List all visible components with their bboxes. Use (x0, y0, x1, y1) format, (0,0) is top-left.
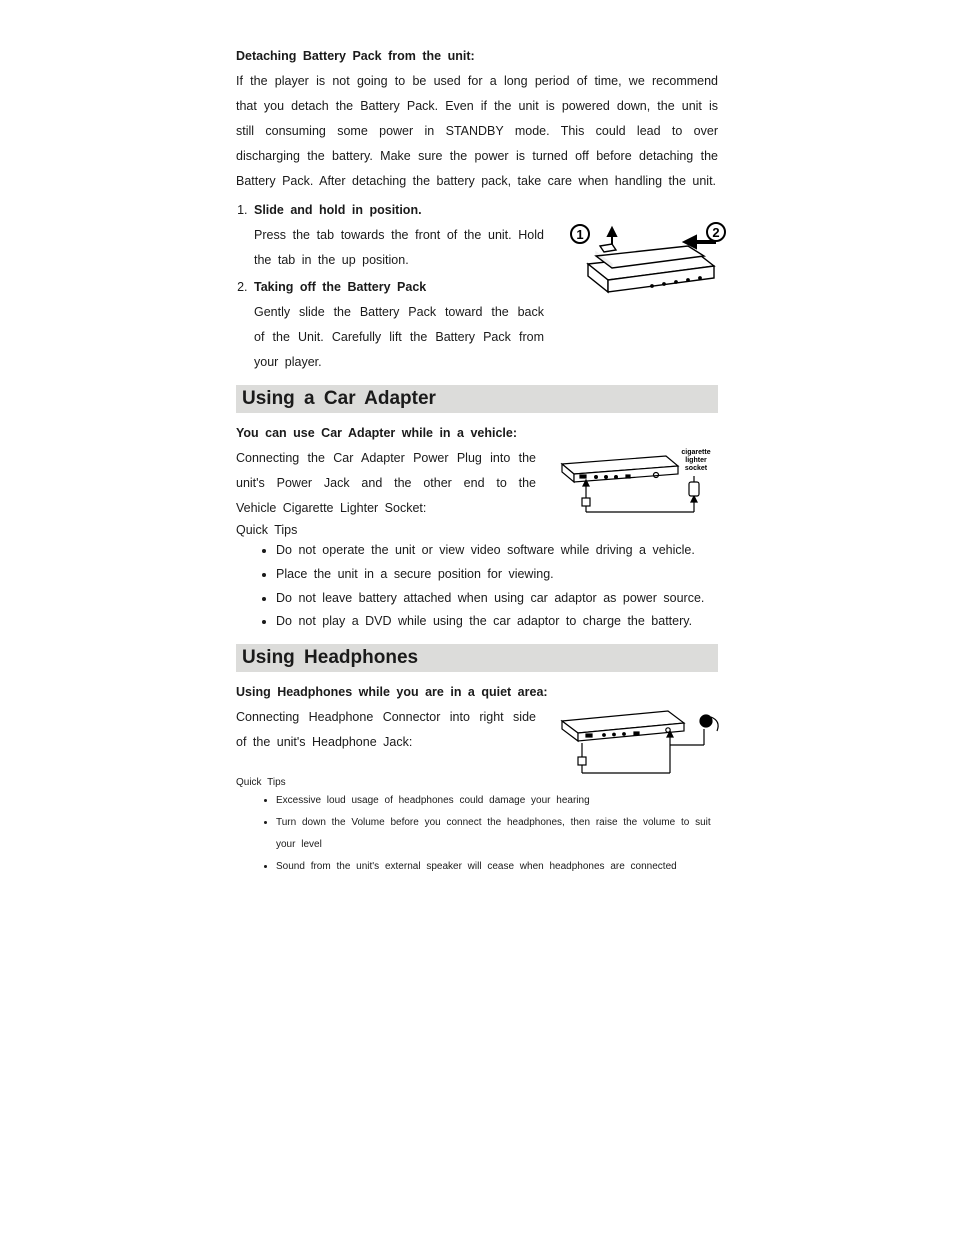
step-title: Slide and hold in position. (254, 203, 422, 217)
step-title: Taking off the Battery Pack (254, 280, 426, 294)
step-body: Gently slide the Battery Pack toward the… (254, 300, 544, 375)
headphones-tips-list: Excessive loud usage of headphones could… (258, 790, 718, 878)
headphones-icon (556, 699, 728, 787)
step-body: Press the tab towards the front of the u… (254, 223, 544, 273)
headphones-tip: Sound from the unit's external speaker w… (276, 856, 718, 878)
car-section: You can use Car Adapter while in a vehic… (236, 421, 718, 634)
car-tip: Do not leave battery attached when using… (276, 587, 718, 611)
battery-detach-icon: 1 2 (556, 204, 728, 304)
car-tips-list: Do not operate the unit or view video so… (258, 539, 718, 634)
headphones-tip: Excessive loud usage of headphones could… (276, 790, 718, 812)
car-adapter-icon: cigarette lighter socket (556, 442, 728, 526)
headphones-tip: Turn down the Volume before you connect … (276, 812, 718, 856)
car-section-title: Using a Car Adapter (236, 385, 718, 413)
car-tip: Do not operate the unit or view video so… (276, 539, 718, 563)
headphones-figure (556, 699, 728, 787)
headphones-body-with-figure: Connecting Headphone Connector into righ… (236, 705, 718, 755)
car-paragraph: Connecting the Car Adapter Power Plug in… (236, 446, 536, 521)
car-fig-label-1: cigarette (681, 449, 710, 456)
car-fig-label-2: lighter (685, 457, 707, 464)
detach-steps-with-figure: Slide and hold in position. Press the ta… (236, 198, 718, 375)
headphones-section: Using Headphones while you are in a quie… (236, 680, 718, 878)
headphones-section-title: Using Headphones (236, 644, 718, 672)
car-fig-label-3: socket (685, 465, 708, 472)
car-figure: cigarette lighter socket (556, 442, 728, 526)
car-tip: Place the unit in a secure position for … (276, 563, 718, 587)
car-body-with-figure: Connecting the Car Adapter Power Plug in… (236, 446, 718, 521)
badge-1: 1 (576, 227, 583, 242)
badge-2: 2 (712, 225, 719, 240)
manual-page: Detaching Battery Pack from the unit: If… (0, 0, 954, 1235)
headphones-paragraph: Connecting Headphone Connector into righ… (236, 705, 536, 755)
car-tip: Do not play a DVD while using the car ad… (276, 610, 718, 634)
detach-paragraph: If the player is not going to be used fo… (236, 69, 718, 194)
detach-section: Detaching Battery Pack from the unit: If… (236, 44, 718, 375)
detach-heading: Detaching Battery Pack from the unit: (236, 44, 718, 69)
detach-figure: 1 2 (556, 204, 728, 304)
